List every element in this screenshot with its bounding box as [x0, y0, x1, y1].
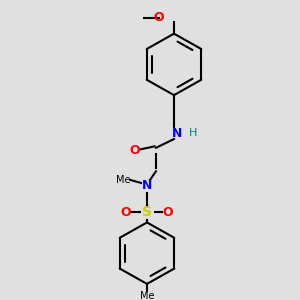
- Text: N: N: [172, 127, 182, 140]
- Text: N: N: [142, 179, 152, 192]
- Text: O: O: [121, 206, 131, 219]
- Text: O: O: [130, 144, 140, 157]
- Text: Me: Me: [116, 175, 130, 185]
- Text: S: S: [142, 205, 152, 219]
- Text: O: O: [154, 11, 164, 24]
- Text: Me: Me: [140, 291, 154, 300]
- Text: H: H: [189, 128, 198, 138]
- Text: O: O: [163, 206, 173, 219]
